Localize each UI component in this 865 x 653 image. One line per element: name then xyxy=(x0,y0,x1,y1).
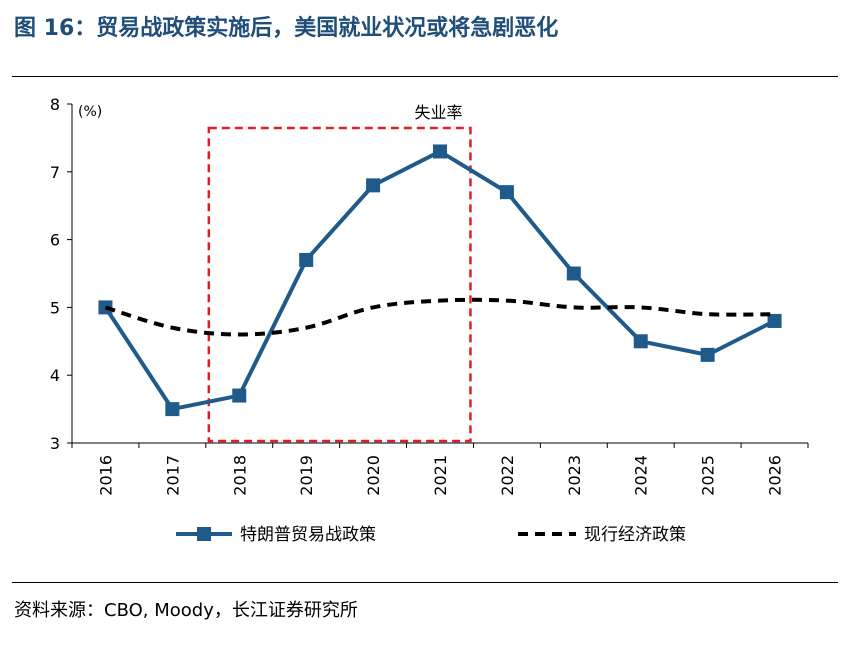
x-tick-label: 2018 xyxy=(230,455,249,496)
data-point xyxy=(700,347,715,362)
y-tick-label: 5 xyxy=(50,298,60,317)
highlight-box xyxy=(207,126,472,443)
data-point xyxy=(165,402,180,417)
data-point xyxy=(366,178,381,193)
annotation-label: 失业率 xyxy=(414,103,462,122)
x-tick-label: 2016 xyxy=(96,455,115,496)
title-rule xyxy=(12,76,838,77)
x-tick-label: 2021 xyxy=(431,455,450,496)
x-tick-label: 2024 xyxy=(632,455,651,496)
legend-label-current-policy: 现行经济政策 xyxy=(584,525,686,545)
series-line-current-policy xyxy=(104,297,775,337)
unemployment-line-chart: 3 4 5 6 7 8 (%) 2016 2017 2018 2019 2020 2021 2022 202… xyxy=(50,95,809,545)
data-point xyxy=(232,388,247,403)
legend-marker-trade-war xyxy=(197,527,211,541)
x-tick-label: 2026 xyxy=(766,455,785,496)
x-tick-label: 2019 xyxy=(297,455,316,496)
data-point xyxy=(566,266,581,281)
figure-title: 图 16：贸易战政策实施后，美国就业状况或将急剧恶化 xyxy=(14,16,559,41)
data-point xyxy=(433,144,447,159)
series-line-trade-war xyxy=(103,149,776,412)
y-tick-label: 3 xyxy=(50,434,60,453)
x-tick-label: 2022 xyxy=(498,455,517,496)
data-point xyxy=(499,185,514,200)
x-tick-label: 2020 xyxy=(364,455,383,496)
y-tick-label: 8 xyxy=(50,95,60,114)
y-tick-label: 6 xyxy=(50,231,60,250)
source-note: 资料来源：CBO, Moody，长江证券研究所 xyxy=(14,600,358,621)
data-point xyxy=(633,334,648,349)
data-point xyxy=(767,313,782,328)
x-tick-label: 2025 xyxy=(699,455,718,496)
y-tick-label: 4 xyxy=(50,366,60,385)
y-tick-label: 7 xyxy=(50,163,60,182)
x-tick-label: 2017 xyxy=(163,455,182,496)
data-point xyxy=(299,252,314,267)
source-rule xyxy=(12,582,838,583)
legend-label-trade-war: 特朗普贸易战政策 xyxy=(240,525,376,545)
y-axis-unit: (%) xyxy=(78,104,102,120)
x-tick-label: 2023 xyxy=(565,455,584,496)
